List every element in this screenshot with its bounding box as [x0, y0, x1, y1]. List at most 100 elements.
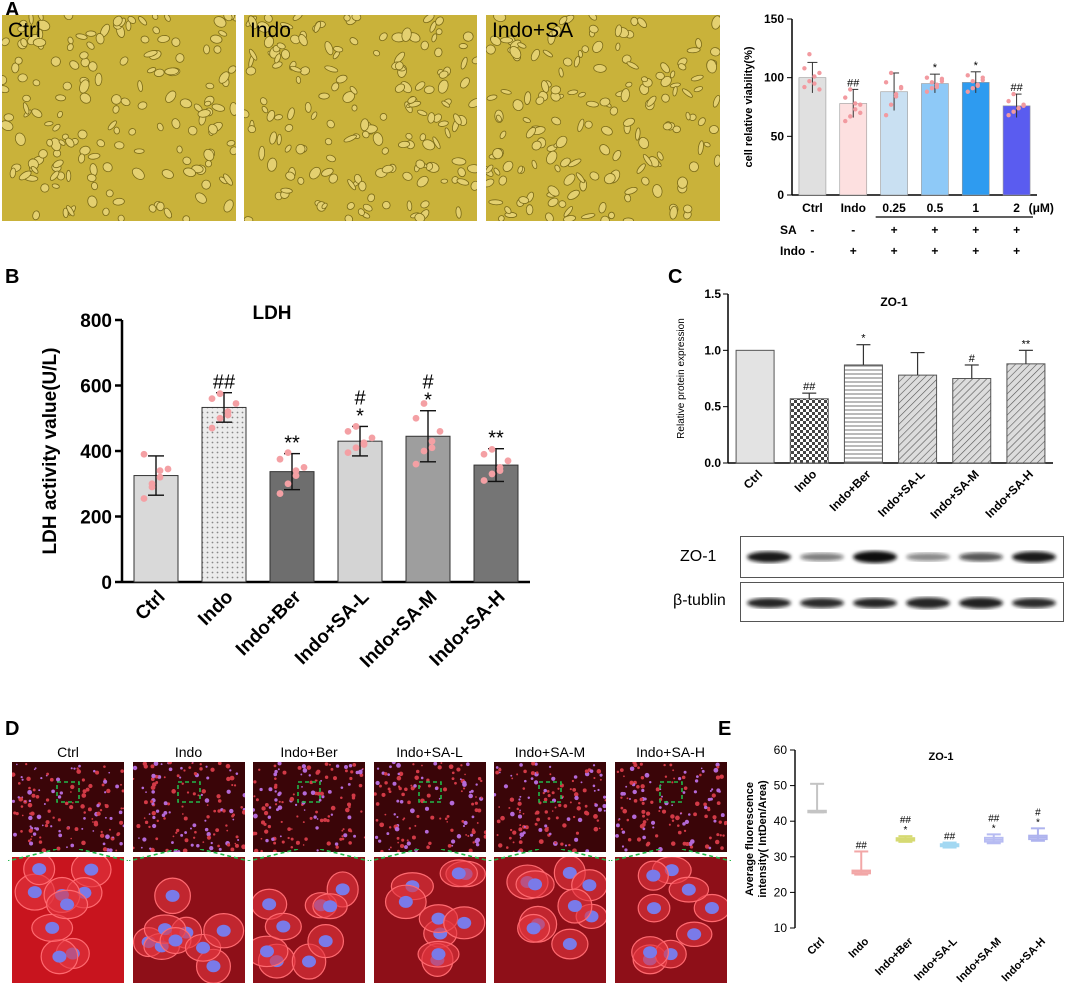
if-speck — [258, 768, 261, 771]
if-speck — [662, 763, 666, 767]
if-speck — [33, 768, 36, 771]
if-speck — [474, 801, 478, 805]
if-speck — [193, 830, 197, 834]
if-speck — [406, 839, 409, 842]
cell — [57, 110, 63, 119]
data-point — [898, 84, 904, 90]
cell — [394, 61, 404, 71]
cell — [274, 53, 282, 64]
cell — [125, 20, 132, 32]
if-speck — [447, 843, 452, 848]
if-speck — [291, 828, 293, 830]
cell — [164, 15, 171, 22]
if-speck — [554, 841, 557, 844]
if-overview-image — [373, 762, 486, 852]
if-speck — [712, 819, 716, 823]
if-speck — [530, 777, 534, 780]
cell — [420, 40, 429, 51]
if-speck — [143, 800, 148, 805]
if-speck — [709, 789, 712, 792]
cell — [96, 139, 106, 148]
if-speck — [201, 841, 204, 843]
if-speck — [627, 838, 631, 842]
if-speck — [224, 824, 228, 827]
if-speck — [698, 773, 702, 777]
if-speck — [593, 789, 596, 792]
if-nucleus — [646, 902, 661, 915]
if-speck — [723, 820, 727, 825]
blot-band — [747, 598, 791, 608]
if-speck — [32, 832, 37, 836]
if-speck — [661, 809, 666, 814]
y-tick-label: 1.5 — [704, 287, 721, 301]
if-speck — [179, 766, 183, 770]
data-point — [368, 434, 376, 442]
cell — [431, 33, 438, 43]
if-speck — [622, 775, 625, 778]
cell — [710, 47, 720, 57]
cell — [14, 132, 26, 146]
x-tick-label: Indo+SA-L — [912, 935, 960, 983]
cell — [245, 66, 257, 76]
if-speck — [578, 802, 581, 805]
cell — [620, 88, 630, 103]
cell — [490, 35, 502, 46]
cell — [622, 217, 634, 221]
cell — [372, 132, 384, 146]
if-speck — [85, 787, 90, 792]
if-speck — [635, 785, 640, 789]
if-speck — [274, 777, 277, 780]
if-speck — [281, 840, 285, 844]
if-speck — [309, 816, 313, 820]
viability-chart: 0 50 100 150 cell relative viability(%) Ctrl -… — [743, 12, 1054, 258]
if-speck — [641, 814, 645, 818]
if-speck — [29, 838, 32, 841]
if-speck — [268, 806, 272, 809]
data-point — [360, 441, 368, 448]
y-tick-label: 800 — [80, 311, 112, 332]
if-speck — [167, 762, 172, 765]
if-speck — [96, 811, 101, 816]
zoom-line — [78, 849, 128, 861]
cell — [517, 42, 527, 49]
if-speck — [580, 781, 583, 784]
if-speck — [52, 816, 55, 819]
cell — [62, 207, 69, 219]
cell — [690, 74, 704, 82]
zoom-line — [8, 849, 58, 861]
if-speck — [121, 789, 124, 793]
if-speck — [279, 835, 282, 838]
if-speck — [281, 800, 284, 804]
if-speck — [714, 839, 719, 845]
data-point — [480, 477, 488, 484]
if-speck — [461, 780, 467, 786]
if-speck — [395, 799, 399, 803]
if-speck — [719, 846, 724, 850]
if-speck — [498, 843, 503, 848]
if-speck — [533, 780, 539, 785]
if-speck — [347, 828, 352, 833]
cell — [94, 72, 103, 87]
cell — [284, 124, 294, 132]
cell — [432, 136, 441, 150]
cell — [28, 15, 34, 25]
zoom-line — [440, 849, 490, 861]
if-speck — [229, 775, 234, 781]
if-speck — [182, 769, 186, 772]
if-speck — [446, 814, 449, 818]
cell — [63, 15, 74, 21]
cell — [381, 147, 389, 155]
if-speck — [290, 845, 294, 849]
cell — [498, 175, 508, 186]
if-speck — [21, 778, 24, 781]
if-speck — [379, 849, 384, 852]
if-speck — [543, 797, 548, 802]
blot-label-tubulin: β-tublin — [673, 592, 726, 609]
significance-mark: ** — [488, 428, 504, 450]
if-speck — [427, 841, 432, 846]
data-point — [939, 76, 945, 82]
if-speck — [425, 845, 430, 850]
cell — [468, 98, 477, 108]
if-speck — [228, 808, 233, 814]
if-speck — [523, 779, 527, 783]
